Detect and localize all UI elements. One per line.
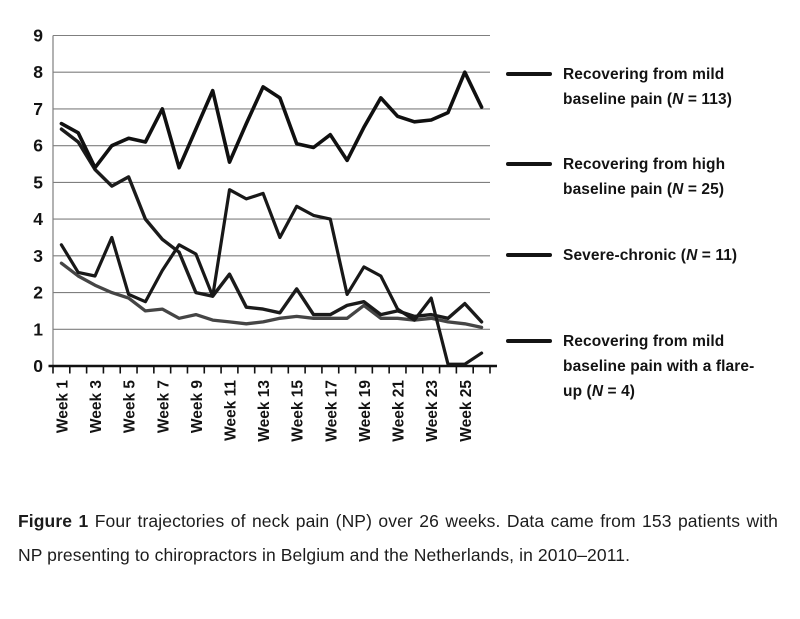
x-axis-tick-label: Week 21 bbox=[391, 380, 408, 442]
y-axis-tick-label: 8 bbox=[33, 62, 43, 82]
series-line-high-baseline bbox=[59, 127, 484, 324]
x-axis-tick-label: Week 11 bbox=[222, 380, 239, 441]
legend-entry-flare-up: Recovering from mild baseline pain with … bbox=[506, 329, 771, 404]
y-axis-tick-label: 0 bbox=[33, 356, 43, 376]
legend-n-symbol: N bbox=[672, 181, 684, 198]
x-axis-tick-label: Week 19 bbox=[357, 380, 374, 442]
chart-legend: Recovering from mild baseline pain (N = … bbox=[506, 0, 794, 470]
legend-n-symbol: N bbox=[672, 91, 684, 108]
legend-entry-severe-chronic: Severe-chronic (N = 11) bbox=[506, 243, 771, 268]
x-axis-tick-label: Week 23 bbox=[424, 380, 441, 442]
x-axis-tick-label: Week 15 bbox=[290, 380, 307, 442]
legend-line-swatch bbox=[506, 339, 552, 343]
figure-caption-text: Four trajectories of neck pain (NP) over… bbox=[18, 510, 778, 565]
neck-pain-trajectories-chart: 0 1 2 3 4 5 6 7 8 9 Week 1 Week 3 Week 5 Week 7 Week 9… bbox=[33, 26, 497, 442]
legend-line-swatch bbox=[506, 253, 552, 257]
series-line-severe-chronic bbox=[59, 70, 484, 170]
figure-caption: Figure 1 Four trajectories of neck pain … bbox=[18, 504, 778, 572]
y-axis-tick-label: 2 bbox=[33, 283, 43, 303]
y-axis-tick-label: 9 bbox=[33, 26, 43, 46]
legend-line-swatch bbox=[506, 72, 552, 76]
x-axis-tick-label: Week 17 bbox=[323, 380, 340, 442]
legend-label: Severe-chronic (N = 11) bbox=[563, 247, 738, 264]
legend-n-symbol: N bbox=[591, 383, 604, 400]
x-axis-tick-label: Week 25 bbox=[458, 380, 475, 442]
legend-entry-high-baseline: Recovering from high baseline pain (N = … bbox=[506, 152, 771, 202]
x-axis-tick-label: Week 13 bbox=[256, 380, 273, 442]
figure-caption-label: Figure 1 bbox=[18, 510, 89, 531]
legend-n-symbol: N bbox=[686, 247, 698, 264]
y-axis-tick-label: 4 bbox=[33, 209, 43, 229]
y-axis-tick-label: 6 bbox=[33, 136, 43, 156]
y-axis-tick-label: 3 bbox=[33, 246, 43, 266]
legend-label: Recovering from mild baseline pain with … bbox=[563, 333, 755, 400]
legend-label: Recovering from high baseline pain (N = … bbox=[563, 156, 726, 198]
legend-entry-mild-baseline: Recovering from mild baseline pain (N = … bbox=[506, 62, 771, 112]
y-axis-tick-label: 1 bbox=[33, 319, 43, 339]
x-axis-tick-label: Week 7 bbox=[155, 380, 172, 433]
y-axis-tick-label: 5 bbox=[33, 172, 43, 192]
series-line-mild-baseline bbox=[59, 261, 484, 330]
legend-label: Recovering from mild baseline pain (N = … bbox=[563, 66, 733, 108]
x-axis-tick-label: Week 9 bbox=[189, 380, 206, 434]
series-line-flare-up bbox=[59, 188, 484, 366]
x-axis-tick-label: Week 1 bbox=[54, 380, 71, 434]
legend-line-swatch bbox=[506, 162, 552, 166]
x-axis-tick-label: Week 3 bbox=[88, 380, 105, 434]
y-axis-tick-label: 7 bbox=[33, 99, 43, 119]
x-axis-tick-label: Week 5 bbox=[122, 380, 139, 434]
